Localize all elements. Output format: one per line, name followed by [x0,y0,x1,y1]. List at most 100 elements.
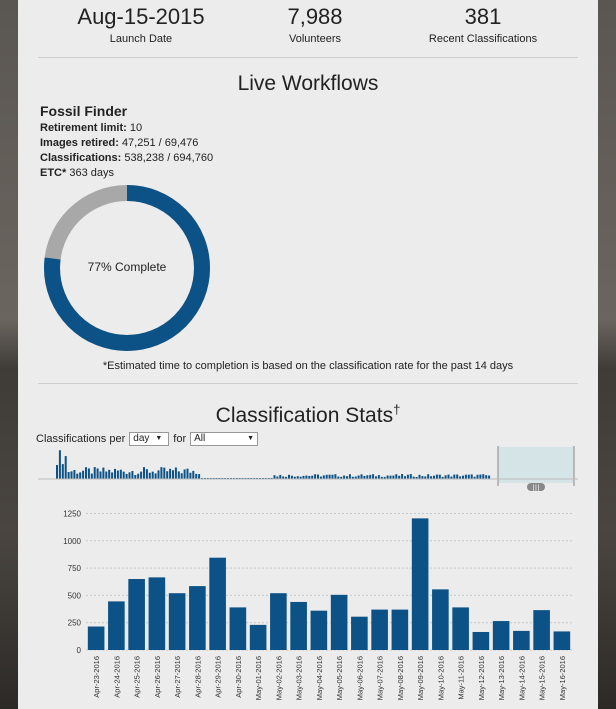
etc-value: 363 days [69,167,114,179]
bar-May-11-2016 [452,607,469,650]
range-scroll-handle[interactable] [527,483,545,491]
overview-bar [99,471,102,479]
overview-bar [76,473,79,479]
overview-bar [404,476,406,479]
x-tick-label: May-15-2016 [538,656,547,700]
overview-bar [433,475,435,479]
overview-bar [140,471,143,479]
x-tick-label: Apr-28-2016 [193,656,202,698]
classification-bar-chart: 0 250 500 750 1000 1250 Apr-23-2016 Apr-24-201… [63,509,572,700]
overview-bar [122,471,125,479]
range-selection[interactable] [498,447,574,483]
chevron-down-icon: ▼ [247,435,255,442]
overview-bars [56,450,491,479]
period-select[interactable]: day ▼ [129,432,170,446]
classifications-label: Classifications: [40,152,122,164]
x-tick-label: Apr-26-2016 [153,656,162,698]
y-tick-label: 250 [68,619,82,628]
per-label: Classifications per [36,433,126,445]
overview-bar [467,474,470,479]
bar-May-01-2016 [249,624,267,650]
launch-date-stat: Aug-15-2015 Launch Date [51,4,231,46]
overview-bar [476,474,479,479]
images-retired: Images retired: 47,251 / 69,476 [40,137,198,149]
workflow-select[interactable]: All ▼ [190,432,259,446]
for-label: for [173,433,187,445]
chevron-down-icon: ▼ [155,435,163,442]
x-tick-label: May-13-2016 [497,656,506,700]
dagger-mark: † [393,402,401,417]
overview-bar [418,474,421,479]
overview-bar [435,474,438,479]
overview-bar [67,472,70,479]
x-tick-label: May-08-2016 [396,656,405,700]
x-tick-label: May-09-2016 [416,656,425,700]
overview-bar [116,470,119,479]
overview-bar [389,475,392,479]
retirement-limit: Retirement limit: 10 [40,122,142,134]
overview-bar [415,476,418,479]
overview-bar [79,472,82,479]
stats-panel: Aug-15-2015 Launch Date 7,988 Volunteers… [18,0,598,709]
workflow-name: Fossil Finder [40,103,128,119]
overview-bar [111,472,114,479]
bar-May-03-2016 [290,601,307,650]
overview-bar [172,470,174,479]
grip-icon: ||| [532,484,539,492]
bar-May-06-2016 [351,616,368,650]
overview-bar [421,476,424,479]
overview-bar [311,475,314,479]
overview-bar [151,471,154,479]
overview-bar [473,476,476,479]
overview-bar [96,468,99,479]
overview-bar [346,476,348,479]
overview-bar [424,476,427,479]
bar-Apr-28-2016 [189,586,206,650]
classifications-count: Classifications: 538,238 / 694,760 [40,152,213,164]
overview-bar [148,472,151,479]
overview-bar [406,474,409,479]
x-tick-label: Apr-27-2016 [173,656,182,698]
bar-May-07-2016 [371,609,388,650]
overview-bar [464,474,467,479]
overview-bar [73,469,76,479]
overview-bar [192,470,195,479]
recent-classifications-value: 381 [464,4,502,29]
volunteers-value: 7,988 [287,4,343,29]
overview-bar [369,474,372,479]
overview-bar [90,473,93,479]
x-tick-label: May-10-2016 [436,656,445,700]
overview-bar [319,476,322,479]
overview-bar [154,473,157,479]
overview-bar [331,474,334,479]
overview-bar [351,476,354,479]
overview-bar [438,474,441,479]
overview-bar [137,473,140,479]
y-axis-labels: 0 250 500 750 1000 1250 [63,509,81,655]
overview-bar [337,476,340,479]
x-tick-label: May-06-2016 [355,656,364,700]
overview-bar [482,474,485,479]
overview-bar [128,472,131,479]
overview-bar [85,467,87,479]
overview-bar [409,474,412,479]
overview-bar [334,474,337,479]
x-tick-label: Apr-23-2016 [92,656,101,698]
overview-bar [377,475,380,479]
etc-footnote: *Estimated time to completion is based o… [102,360,514,372]
bar-May-08-2016 [391,609,409,650]
retirement-limit-value: 10 [129,122,143,134]
overview-bar [58,450,61,479]
range-overview-chart[interactable]: ||| [38,446,578,492]
volunteers-stat: 7,988 Volunteers [225,4,405,46]
retirement-limit-label: Retirement limit: [40,122,127,134]
etc-label: ETC* [40,167,67,179]
overview-bar [462,475,464,479]
overview-bar [180,473,183,479]
overview-bar [279,474,282,479]
overview-bar [169,468,172,479]
divider [38,57,578,58]
bar-May-14-2016 [513,630,530,650]
completion-label: 77% Complete [87,260,167,274]
overview-bar [412,476,415,479]
